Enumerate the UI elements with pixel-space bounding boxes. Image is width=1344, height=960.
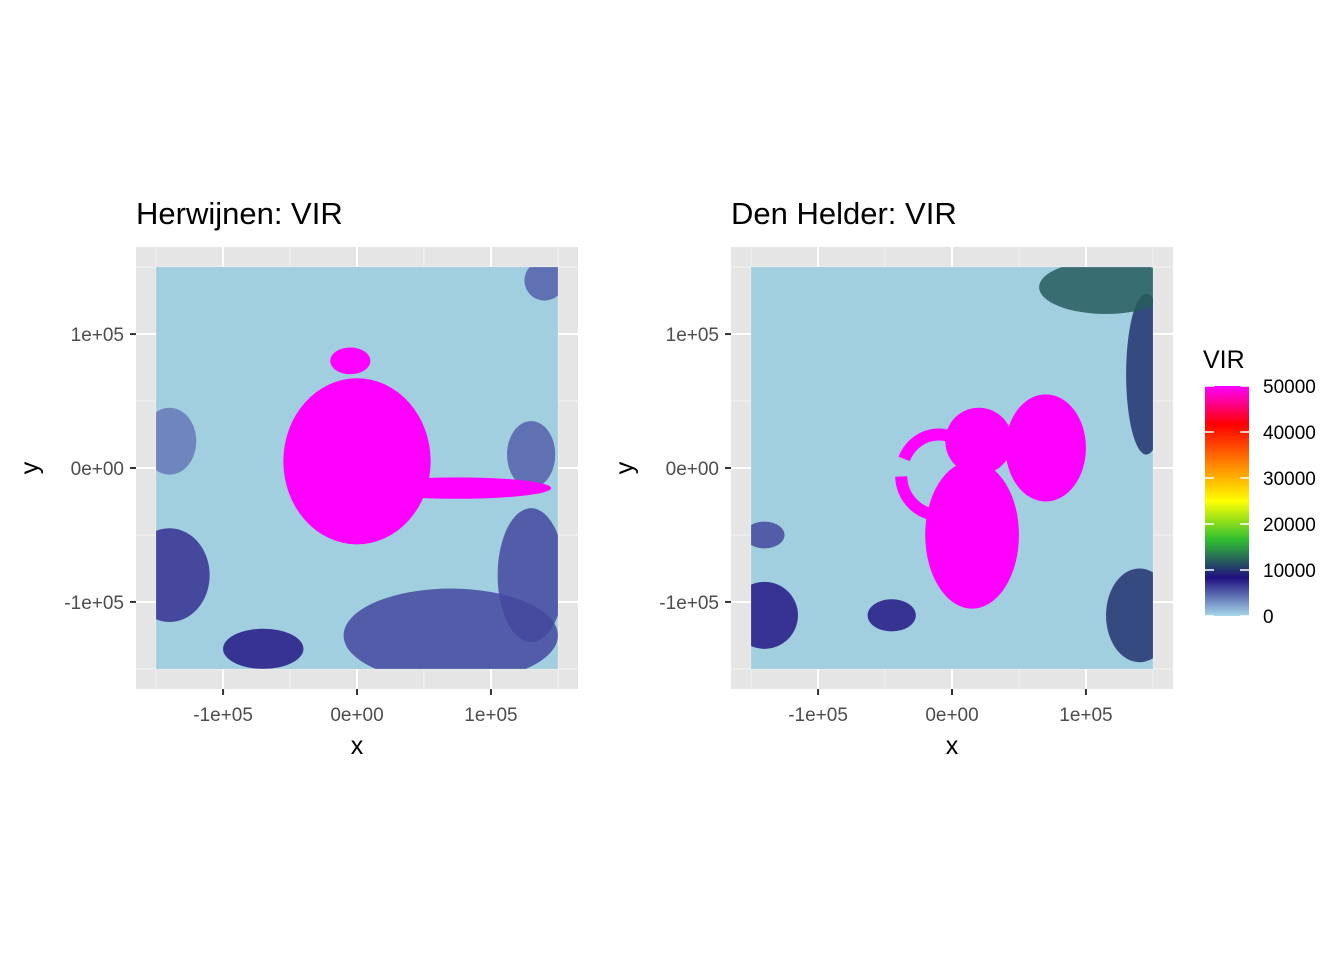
y-axis-title: y [16, 461, 44, 474]
x-tick-label: 0e+00 [330, 705, 383, 726]
raster-blob [507, 421, 556, 489]
panel-herwijnen: Herwijnen: VIR -1e+05 0e+00 1e+05 1e+05 0e+… [16, 196, 578, 760]
legend: VIR 50000 40000 30000 20000 10000 0 [1203, 346, 1316, 628]
legend-break-label: 10000 [1263, 561, 1316, 582]
raster-blob [524, 267, 558, 301]
y-tick-label: 1e+05 [666, 325, 719, 346]
legend-break-label: 30000 [1263, 469, 1316, 490]
legend-break-label: 50000 [1263, 377, 1316, 398]
raster-cells [751, 267, 1153, 663]
legend-colorbar [1205, 386, 1249, 616]
raster-blob [751, 581, 798, 649]
raster-blob [1039, 267, 1153, 314]
panel-den-helder: Den Helder: VIR -1e+05 0e+00 1e+05 1e+05 0e… [611, 196, 1173, 760]
legend-title: VIR [1203, 346, 1245, 374]
y-axis: 1e+05 0e+00 -1e+05 [659, 325, 731, 614]
x-axis-title: x [946, 732, 959, 760]
raster-blob [1106, 568, 1153, 663]
raster-blob [223, 628, 304, 669]
x-tick-label: 1e+05 [1059, 705, 1112, 726]
x-tick-label: -1e+05 [193, 705, 253, 726]
raster-blob [497, 508, 558, 643]
raster-cells [156, 267, 558, 669]
panel-title: Herwijnen: VIR [136, 196, 343, 231]
raster-extent [751, 267, 1153, 669]
raster-blob [363, 477, 552, 499]
x-axis: -1e+05 0e+00 1e+05 [788, 689, 1113, 726]
y-tick-label: -1e+05 [659, 593, 719, 614]
legend-breaks: 50000 40000 30000 20000 10000 0 [1205, 377, 1316, 628]
raster-layer [751, 267, 1153, 669]
legend-break-label: 20000 [1263, 515, 1316, 536]
x-tick-label: 0e+00 [925, 705, 978, 726]
legend-break-label: 40000 [1263, 423, 1316, 444]
raster-blob [283, 378, 431, 545]
x-tick-label: -1e+05 [788, 705, 848, 726]
raster-blob [945, 407, 1013, 475]
y-axis: 1e+05 0e+00 -1e+05 [64, 325, 136, 614]
raster-blob [925, 461, 1019, 609]
y-tick-label: 1e+05 [71, 325, 124, 346]
raster-ring [895, 428, 983, 521]
raster-blob [751, 521, 785, 549]
x-axis: -1e+05 0e+00 1e+05 [193, 689, 518, 726]
raster-blob [867, 599, 916, 632]
y-tick-label: -1e+05 [64, 593, 124, 614]
panel-title: Den Helder: VIR [731, 196, 957, 231]
raster-blob [156, 528, 210, 623]
raster-blob [1126, 293, 1153, 455]
raster-layer [156, 267, 558, 669]
x-axis-title: x [351, 732, 364, 760]
raster-blob [156, 407, 197, 475]
x-tick-label: 1e+05 [464, 705, 517, 726]
legend-break-label: 0 [1263, 607, 1274, 628]
raster-blob [330, 347, 371, 375]
y-tick-label: 0e+00 [71, 459, 124, 480]
y-axis-title: y [611, 461, 639, 474]
raster-blob [1005, 394, 1086, 502]
y-tick-label: 0e+00 [666, 459, 719, 480]
